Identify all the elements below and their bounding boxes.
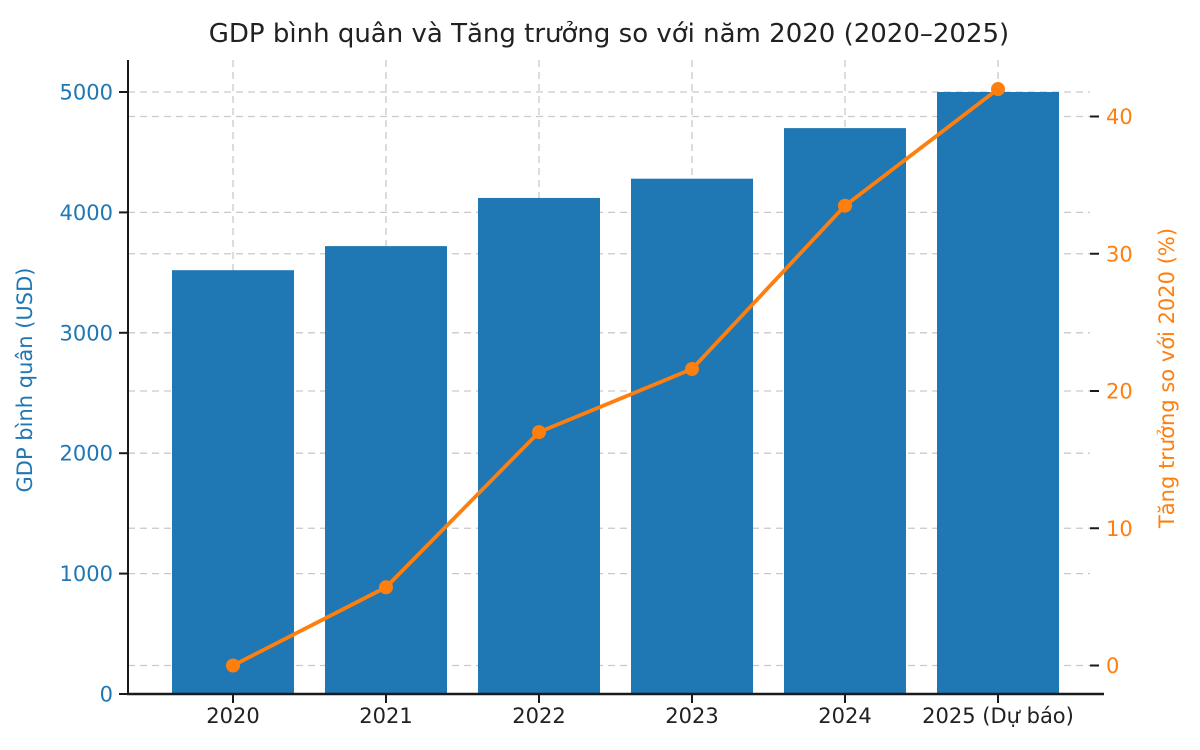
right-tick-label: 30 — [1106, 242, 1133, 266]
axes-and-ticks: 0 1000 2000 3000 4000 5000 0 10 20 30 40 2020 2021 20… — [60, 60, 1133, 728]
x-tick-label: 2025 (Dự báo) — [922, 704, 1074, 728]
right-tick-label: 0 — [1106, 654, 1119, 678]
growth-point-2024 — [838, 198, 852, 213]
right-axis-title: Tăng trưởng so với 2020 (%) — [1155, 228, 1179, 529]
left-tick-label: 3000 — [60, 321, 113, 345]
growth-line-path — [231, 87, 1000, 668]
gdp-bar-2021 — [325, 246, 447, 694]
x-tick-label: 2023 — [665, 704, 718, 728]
chart-title: GDP bình quân và Tăng trưởng so với năm … — [209, 19, 1009, 49]
left-tick-label: 2000 — [60, 442, 113, 466]
right-tick-label: 10 — [1106, 517, 1133, 541]
x-tick-label: 2022 — [512, 704, 565, 728]
x-tick-label: 2024 — [818, 704, 871, 728]
growth-point-2022 — [532, 425, 546, 440]
gdp-bar-2024 — [784, 128, 906, 694]
left-tick-label: 4000 — [60, 201, 113, 225]
x-tick-label: 2021 — [359, 704, 412, 728]
right-tick-label: 20 — [1106, 380, 1133, 404]
gdp-bar-2020 — [172, 270, 294, 694]
gdp-bar-2025 (Dự báo) — [937, 92, 1059, 694]
left-axis-title: GDP bình quân (USD) — [13, 268, 37, 493]
growth-point-2020 — [226, 658, 240, 673]
x-tick-label: 2020 — [206, 704, 259, 728]
left-tick-label: 5000 — [60, 81, 113, 105]
growth-point-2025 (Dự báo) — [991, 82, 1005, 97]
right-tick-label: 40 — [1106, 105, 1133, 129]
growth-point-2023 — [685, 362, 699, 377]
gdp-bars — [172, 92, 1059, 695]
gdp-bar-2022 — [478, 197, 600, 694]
left-tick-label: 1000 — [60, 562, 113, 586]
gdp-bar-2023 — [631, 178, 753, 695]
growth-point-2021 — [379, 580, 393, 595]
growth-line — [226, 82, 1005, 673]
left-tick-label: 0 — [100, 683, 113, 707]
